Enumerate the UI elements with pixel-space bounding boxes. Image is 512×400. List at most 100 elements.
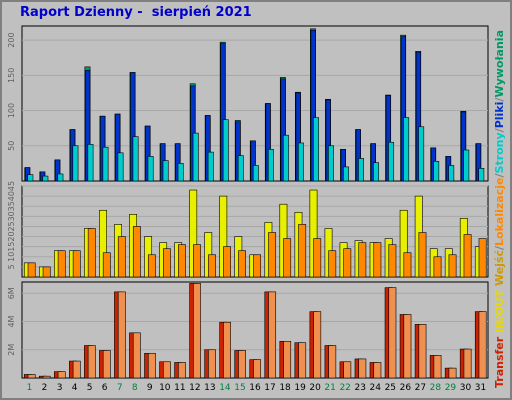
bar-panel1-series3-day-16 (252, 165, 259, 182)
bar-panel1-series3-day-30 (463, 149, 470, 182)
bar-panel3-series2-day-7 (117, 291, 126, 379)
y-tick-label: 2M (7, 344, 16, 356)
bar-panel1-series3-day-10 (162, 160, 169, 182)
bar-panel2-series2-day-7 (117, 236, 126, 278)
bar-panel2-series2-day-22 (343, 248, 352, 278)
bar-panel2-series2-day-31 (478, 238, 487, 278)
bar-panel1-series3-day-27 (418, 126, 425, 182)
bar-panel3-series2-day-28 (433, 355, 442, 379)
x-tick-label-day-9: 9 (147, 383, 153, 393)
bar-panel1-series3-day-14 (222, 119, 229, 182)
bar-panel2-series2-day-20 (313, 238, 322, 278)
bar-panel2-series2-day-3 (57, 250, 66, 278)
bar-panel3-series2-day-12 (193, 283, 201, 379)
y-tick-label: 30 (7, 211, 16, 221)
bar-panel3-series2-day-18 (283, 340, 292, 379)
bar-panel2-series2-day-25 (388, 244, 397, 278)
x-tick-label-day-28: 28 (430, 383, 442, 393)
bar-panel2-series2-day-23 (358, 242, 367, 278)
bar-panel2-series2-day-13 (208, 254, 216, 278)
bar-panel2-series2-day-11 (178, 244, 186, 278)
bar-panel2-series2-day-18 (283, 238, 292, 278)
bar-panel2-series2-day-8 (132, 226, 141, 278)
bar-panel2-series2-day-30 (463, 234, 472, 278)
bar-panel3-series2-day-6 (102, 350, 111, 379)
bar-panel2-series2-day-6 (102, 252, 111, 278)
bar-panel2-series2-day-5 (87, 228, 96, 278)
bar-panel3-series2-day-29 (448, 367, 457, 379)
bar-panel3-series2-day-4 (72, 360, 81, 379)
y-tick-label: 25 (7, 221, 16, 231)
x-tick-label-day-17: 17 (264, 383, 275, 393)
x-tick-label-day-13: 13 (204, 383, 215, 393)
y-tick-label: 5 (7, 264, 16, 269)
bar-panel1-series3-day-26 (403, 117, 410, 182)
y-tick-label: 100 (7, 103, 16, 118)
bar-panel1-series3-day-4 (72, 145, 79, 182)
bar-panel1-series3-day-18 (282, 134, 289, 182)
bar-panel3-series2-day-8 (132, 332, 141, 379)
bar-panel3-series2-day-21 (328, 345, 337, 379)
bar-panel2-series2-day-9 (147, 254, 156, 278)
x-tick-label-day-11: 11 (174, 383, 185, 393)
bar-panel3-series2-day-11 (178, 362, 186, 379)
x-tick-label-day-1: 1 (27, 383, 33, 393)
bar-panel3-series2-day-23 (358, 358, 367, 379)
y-tick-label: 10 (7, 252, 16, 262)
x-tick-label-day-21: 21 (324, 383, 335, 393)
bar-panel3-series2-day-17 (268, 291, 277, 379)
bar-panel1-series3-day-21 (328, 145, 334, 182)
x-tick-label-day-26: 26 (400, 383, 412, 393)
bar-panel2-series2-day-2 (42, 266, 51, 278)
x-tick-label-day-6: 6 (102, 383, 108, 393)
bar-panel1-series3-day-24 (373, 162, 380, 182)
y-tick-label: 6M (7, 287, 16, 299)
chart-title: Raport Dzienny - sierpień 2021 (20, 5, 252, 20)
bar-panel3-series2-day-3 (57, 371, 66, 379)
bar-panel3-series2-day-1 (27, 374, 36, 379)
bar-panel2-series2-day-19 (298, 224, 307, 278)
bar-panel1-series3-day-2 (42, 175, 49, 182)
x-tick-label-day-4: 4 (72, 383, 78, 393)
bar-panel2-series2-day-29 (448, 254, 457, 278)
y-tick-label: 150 (7, 68, 16, 83)
x-tick-label-day-25: 25 (385, 383, 396, 393)
bar-panel3-series2-day-20 (313, 311, 322, 379)
bar-panel1-series3-day-17 (267, 148, 274, 182)
bar-panel3-series2-day-19 (298, 342, 307, 379)
bar-panel1-series3-day-7 (117, 152, 124, 182)
bar-panel3-series2-day-24 (373, 362, 382, 379)
bar-panel1-series3-day-31 (478, 168, 485, 182)
x-tick-label-day-15: 15 (234, 383, 245, 393)
x-tick-label-day-19: 19 (294, 383, 306, 393)
bar-panel1-series3-day-19 (297, 142, 304, 182)
x-tick-label-day-14: 14 (219, 383, 231, 393)
bar-panel2-series2-day-28 (433, 256, 442, 278)
x-tick-label-day-7: 7 (117, 383, 123, 393)
bar-panel3-series2-day-10 (163, 361, 171, 379)
x-tick-label-day-22: 22 (339, 383, 350, 393)
x-tick-label-day-20: 20 (309, 383, 321, 393)
bar-panel1-series3-day-1 (27, 174, 34, 182)
y-tick-label: 45 (7, 181, 16, 191)
bar-panel1-series3-day-25 (388, 141, 395, 182)
x-tick-label-day-8: 8 (132, 383, 138, 393)
bar-panel1-series3-day-20 (313, 117, 319, 182)
bar-panel3-series2-day-30 (463, 348, 472, 379)
bar-panel3-series2-day-26 (403, 314, 412, 379)
x-tick-label-day-2: 2 (42, 383, 48, 393)
y-tick-label: 50 (7, 141, 16, 151)
bar-panel2-series2-day-10 (163, 248, 171, 278)
bar-panel3-series2-day-5 (87, 345, 96, 379)
bar-panel1-series3-day-8 (132, 136, 139, 182)
bar-panel1-series3-day-29 (448, 165, 455, 182)
bar-panel2-series2-day-16 (253, 254, 262, 278)
bar-panel3-series2-day-27 (418, 324, 427, 379)
bar-panel1-series3-day-23 (358, 158, 364, 182)
y-tick-label: 15 (7, 242, 16, 252)
y-tick-label: 40 (7, 191, 16, 201)
bar-panel3-series2-day-13 (208, 349, 216, 379)
bar-panel1-series3-day-15 (237, 155, 244, 182)
bar-panel2-series2-day-21 (328, 250, 337, 278)
bar-panel1-series3-day-13 (207, 151, 214, 182)
